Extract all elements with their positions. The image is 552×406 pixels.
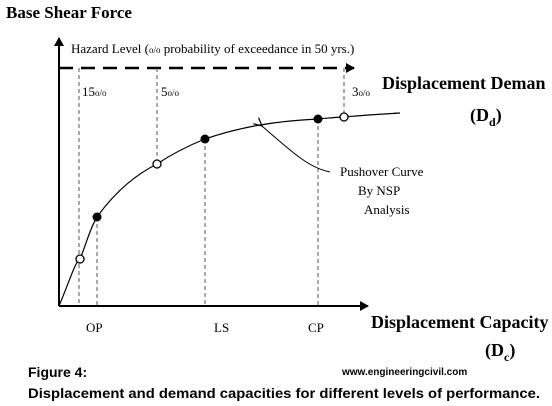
pushover-curve (58, 112, 401, 307)
demand-point-15 (75, 254, 85, 264)
displacement-demand-title: Displacement Deman (382, 73, 545, 93)
annotation-arrow (262, 126, 331, 173)
curve-annotation-line-3: Analysis (364, 202, 410, 217)
y-axis-label: Base Shear Force (6, 3, 132, 22)
figure-caption: Displacement and demand capacities for d… (28, 385, 540, 401)
figure-label: Figure 4: (28, 364, 87, 380)
performance-label-cp: CP (308, 320, 324, 335)
performance-label-op: OP (86, 320, 103, 335)
capacity-point-op (92, 212, 102, 222)
hazard-level-label: Hazard Level (o/o probability of exceeda… (71, 41, 354, 56)
curve-annotation-line-2: By NSP (358, 183, 400, 198)
displacement-demand-symbol: (Dd) (470, 105, 502, 129)
demand-point-5 (152, 159, 162, 169)
displacement-capacity-symbol: (Dc) (485, 340, 515, 364)
website-label: www.engineeringcivil.com (341, 367, 467, 378)
displacement-capacity-title: Displacement Capacity (371, 312, 548, 332)
capacity-point-ls (200, 134, 210, 144)
demand-label-5: 5o/o (161, 84, 180, 99)
performance-label-ls: LS (214, 320, 229, 335)
demand-point-3 (339, 112, 349, 122)
demand-label-15: 15o/o (82, 84, 107, 99)
curve-annotation-line-1: Pushover Curve (340, 164, 424, 179)
capacity-point-cp (313, 114, 323, 124)
demand-label-3: 3o/o (352, 84, 371, 99)
guide-lines (78, 68, 345, 306)
